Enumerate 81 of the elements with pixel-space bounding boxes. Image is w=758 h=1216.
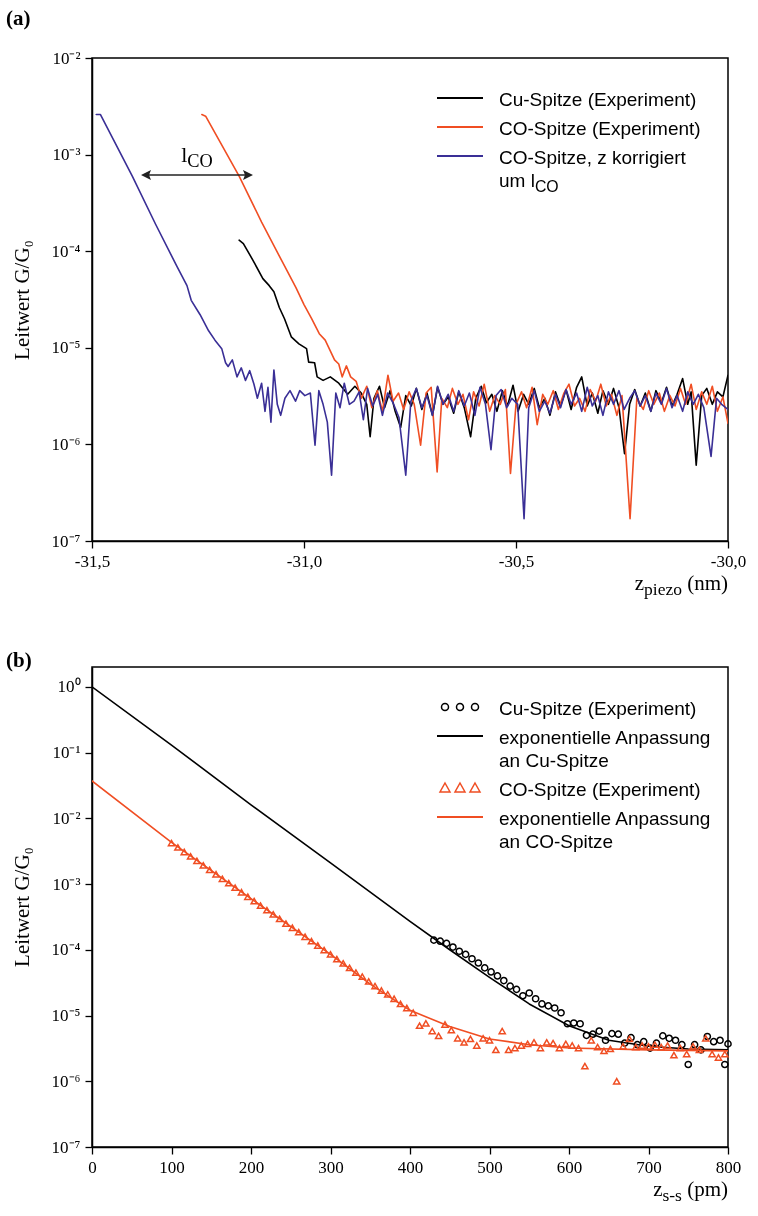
point (671, 1036, 680, 1045)
point (601, 1036, 610, 1045)
point (455, 947, 464, 956)
point (550, 1004, 559, 1012)
point (665, 1034, 673, 1043)
legend-label: exponentielle Anpassung an Cu-Spitze (499, 726, 712, 772)
point (709, 1037, 718, 1046)
legend-label: Cu-Spitze (Experiment) (499, 697, 698, 720)
point (519, 991, 527, 1000)
point (716, 1036, 724, 1045)
chart-title: (a) (6, 6, 31, 31)
y-tick-label: 10⁻⁵ (51, 1006, 81, 1026)
point (506, 982, 514, 990)
x-tick-label: 600 (556, 1157, 583, 1177)
x-tick-label: 500 (477, 1157, 503, 1177)
y-axis-title: Leitwert G/G₀ (9, 239, 35, 360)
point (544, 1002, 553, 1010)
y-axis-title: Leitwert G/G₀ (9, 847, 35, 967)
point (474, 959, 483, 967)
y-tick-label: 10⁻⁶ (51, 434, 81, 454)
point (449, 943, 457, 951)
point (595, 1027, 604, 1035)
point (436, 937, 445, 946)
x-tick-label: 300 (318, 1157, 344, 1177)
point (576, 1019, 584, 1028)
point (563, 1019, 572, 1028)
x-tick-label: -31,5 (74, 551, 111, 571)
x-tick-label: 800 (715, 1157, 742, 1177)
legend-label: CO-Spitze (Experiment) (499, 778, 702, 801)
point (639, 1037, 648, 1046)
point (493, 972, 502, 980)
x-tick-label: -30,5 (498, 551, 535, 571)
point (461, 950, 470, 959)
point (589, 1030, 597, 1039)
point (724, 1040, 732, 1048)
legend-label: CO-Spitze, z korrigiert um l$_{CO}$ (499, 146, 687, 197)
y-tick-label: 10⁻² (52, 808, 81, 828)
point (531, 994, 540, 1003)
x-axis-title: z$_{s-s}$ (pm) (653, 1177, 728, 1207)
y-tick-label: 10⁻⁵ (51, 338, 81, 358)
line-series (95, 113, 728, 520)
y-tick-label: 10⁻⁶ (51, 1071, 81, 1091)
y-tick-label: 10⁰ (57, 677, 81, 697)
point (512, 985, 521, 994)
point (582, 1031, 591, 1040)
point (569, 1019, 578, 1027)
x-tick-label: 100 (159, 1157, 185, 1177)
point (658, 1032, 667, 1040)
point (480, 964, 489, 972)
x-tick-label: 200 (238, 1157, 265, 1177)
y-tick-label: 10⁻⁴ (51, 241, 81, 261)
chart-title: (b) (6, 648, 32, 673)
annotation: l$_{CO}$ (181, 141, 213, 173)
point (720, 1060, 729, 1069)
x-tick-label: 700 (636, 1157, 662, 1177)
point (468, 954, 476, 963)
x-tick-label: 400 (397, 1157, 424, 1177)
legend-label: CO-Spitze (Experiment) (499, 117, 702, 140)
x-axis-title: z$_{piezo}$ (nm) (634, 571, 728, 601)
point (557, 1008, 565, 1017)
legend-label: exponentielle Anpassung an CO-Spitze (499, 807, 712, 853)
x-tick-label: -30,0 (710, 551, 747, 571)
point (538, 1000, 546, 1008)
point (684, 1060, 693, 1069)
y-tick-label: 10⁻² (52, 48, 81, 68)
x-tick-label: -31,0 (286, 551, 323, 571)
point (614, 1030, 623, 1039)
legend-label: Cu-Spitze (Experiment) (499, 88, 698, 111)
y-tick-label: 10⁻¹ (52, 743, 81, 763)
point (487, 968, 495, 976)
x-tick-label: 0 (88, 1157, 97, 1177)
y-tick-label: 10⁻⁷ (51, 1137, 81, 1157)
point (499, 976, 508, 985)
y-tick-label: 10⁻⁷ (51, 531, 81, 551)
y-tick-label: 10⁻³ (52, 874, 81, 894)
point (608, 1029, 616, 1038)
point (525, 989, 534, 997)
point (442, 939, 451, 948)
y-tick-label: 10⁻⁴ (51, 940, 81, 960)
y-tick-label: 10⁻³ (52, 145, 81, 165)
point (430, 936, 438, 944)
